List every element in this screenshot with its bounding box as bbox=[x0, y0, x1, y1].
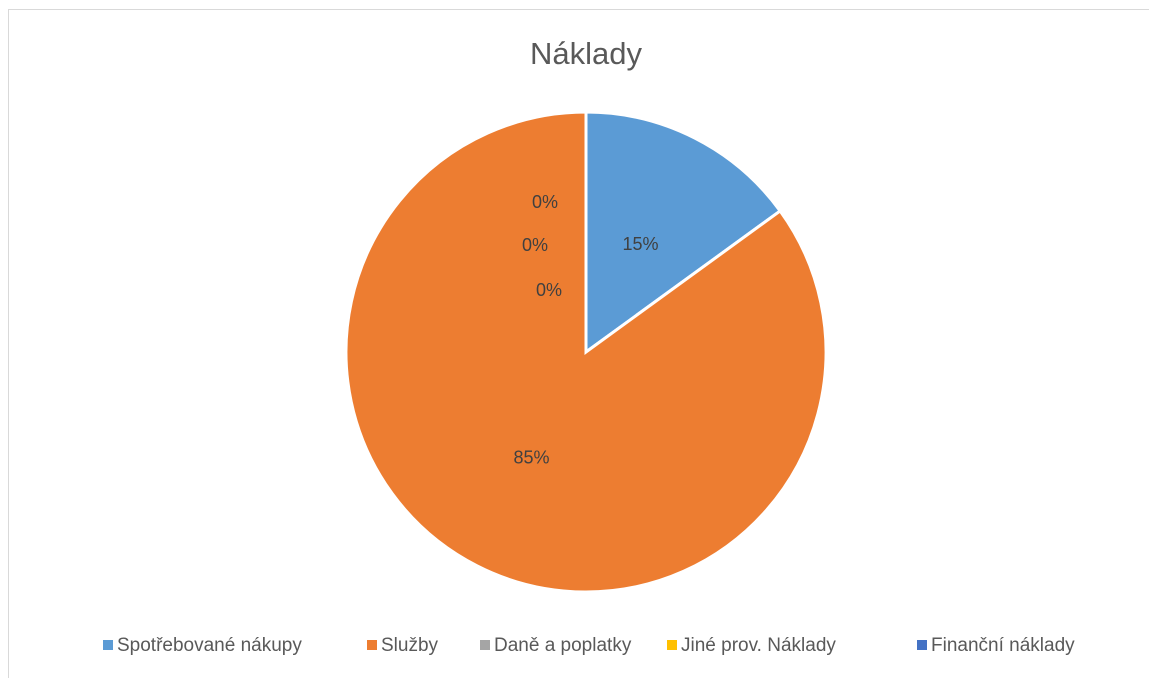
legend-label: Služby bbox=[381, 635, 439, 656]
chart-title: Náklady bbox=[530, 36, 642, 71]
legend-label: Jiné prov. Náklady bbox=[681, 635, 836, 656]
data-label: 85% bbox=[514, 448, 550, 468]
data-label: 15% bbox=[622, 234, 658, 254]
legend-label: Finanční náklady bbox=[931, 635, 1075, 656]
data-label: 0% bbox=[522, 235, 548, 255]
legend-label: Spotřebované nákupy bbox=[117, 635, 302, 656]
legend-label: Daně a poplatky bbox=[494, 635, 632, 656]
legend-swatch bbox=[367, 640, 377, 650]
legend-swatch bbox=[917, 640, 927, 650]
pie-slice bbox=[344, 110, 828, 594]
legend-swatch bbox=[667, 640, 677, 650]
legend-swatch bbox=[103, 640, 113, 650]
data-label: 0% bbox=[536, 280, 562, 300]
data-label: 0% bbox=[532, 192, 558, 212]
pie-slice bbox=[584, 110, 783, 355]
legend-swatch bbox=[480, 640, 490, 650]
